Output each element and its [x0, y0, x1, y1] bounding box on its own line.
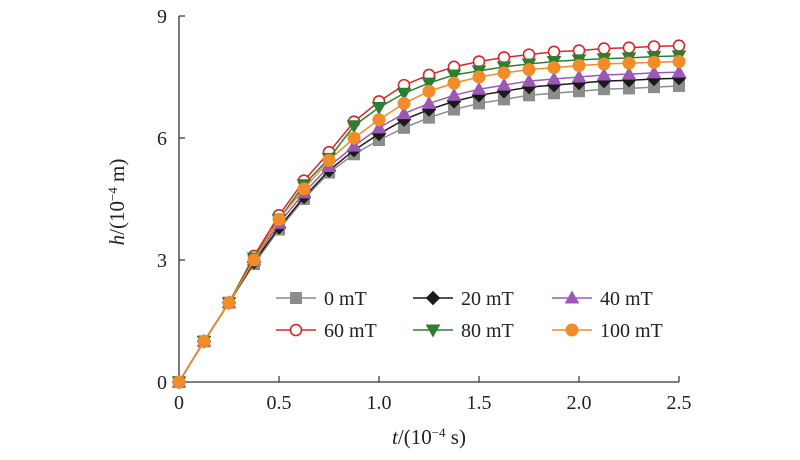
legend-marker: [425, 290, 441, 306]
data-point: [397, 96, 411, 110]
legend-label: 80 mT: [461, 320, 514, 342]
legend: 0 mT 20 mT 40 mT 60 mT 80 mT 100 mT: [276, 288, 663, 342]
data-point: [571, 69, 587, 83]
data-point: [222, 296, 236, 310]
data-point: [522, 48, 536, 61]
data-point: [572, 59, 586, 73]
data-point: [622, 41, 636, 55]
legend-item: 20 mT: [413, 288, 514, 310]
data-point: [672, 39, 686, 52]
y-tick-label: 6: [157, 128, 167, 150]
legend-item: 40 mT: [552, 288, 653, 310]
data-point: [547, 61, 561, 75]
data-point: [647, 40, 661, 53]
data-point: [422, 84, 436, 98]
data-point: [572, 44, 586, 57]
legend-marker: [425, 324, 441, 338]
x-tick-label: 0.5: [267, 392, 292, 414]
legend-label: 60 mT: [324, 320, 377, 342]
x-tick-label: 2.5: [667, 392, 692, 414]
series-100-mt: [172, 55, 686, 389]
y-axis-sup: −4: [105, 187, 120, 201]
y-axis-text: /(10: [105, 201, 129, 235]
data-point: [597, 42, 611, 55]
legend-label: 20 mT: [461, 288, 514, 310]
x-tick-label: 1.0: [367, 392, 392, 414]
legend-label: 0 mT: [324, 288, 367, 310]
data-point: [322, 153, 336, 167]
data-point: [346, 138, 362, 152]
data-point: [671, 64, 687, 78]
data-point: [597, 57, 611, 71]
data-point: [446, 87, 462, 101]
y-tick-label: 0: [157, 372, 167, 394]
data-point: [672, 55, 686, 69]
legend-item: 100 mT: [552, 320, 663, 342]
legend-marker: [289, 323, 303, 337]
data-point: [372, 113, 386, 127]
data-point: [472, 55, 486, 68]
data-point: [472, 70, 486, 84]
data-point: [497, 66, 511, 80]
data-point: [197, 334, 211, 348]
data-point: [522, 63, 536, 77]
data-point: [471, 81, 487, 95]
data-point: [346, 120, 362, 134]
y-axis-label: h/(10−4 m): [105, 159, 130, 246]
data-point: [547, 45, 561, 59]
data-point: [647, 55, 661, 69]
legend-label: 40 mT: [600, 288, 653, 310]
x-axis-sup: −4: [432, 425, 446, 440]
data-point: [421, 95, 437, 109]
y-axis-unit: m): [105, 159, 129, 188]
data-point: [497, 51, 511, 64]
data-point: [596, 67, 612, 81]
x-axis-var: t: [392, 425, 399, 449]
legend-label: 100 mT: [600, 320, 663, 342]
data-point: [446, 69, 462, 83]
data-point: [297, 182, 311, 196]
data-point: [396, 106, 412, 120]
x-axis-unit: s): [446, 425, 466, 449]
axes: 0 0.5 1.0 1.5 2.0 2.5 0 3 6 9: [157, 6, 692, 414]
y-tick-label: 9: [157, 6, 167, 28]
x-tick-label: 1.5: [467, 392, 492, 414]
x-tick-label: 0: [174, 392, 184, 414]
legend-marker: [565, 323, 579, 337]
data-point: [172, 375, 186, 389]
data-point: [371, 120, 387, 134]
data-point: [646, 65, 662, 79]
data-point: [447, 76, 461, 90]
legend-marker: [290, 292, 302, 304]
legend-marker: [564, 290, 580, 304]
x-axis-label: t/(10−4 s): [392, 425, 466, 450]
legend-item: 60 mT: [276, 320, 377, 342]
plot-area: [171, 39, 687, 390]
data-point: [521, 73, 537, 87]
data-point: [247, 253, 261, 267]
x-tick-label: 2.0: [567, 392, 592, 414]
y-axis-var: h: [105, 235, 129, 246]
data-point: [546, 71, 562, 85]
legend-item: 80 mT: [413, 320, 514, 342]
data-point: [272, 212, 286, 226]
data-point: [421, 77, 437, 91]
data-point: [622, 56, 636, 70]
data-point: [496, 77, 512, 91]
data-point: [621, 66, 637, 80]
data-point: [371, 102, 387, 116]
y-tick-label: 3: [157, 250, 167, 272]
data-point: [347, 131, 361, 145]
legend-item: 0 mT: [276, 288, 367, 310]
data-point: [396, 87, 412, 101]
x-axis-text: /(10: [398, 425, 432, 449]
